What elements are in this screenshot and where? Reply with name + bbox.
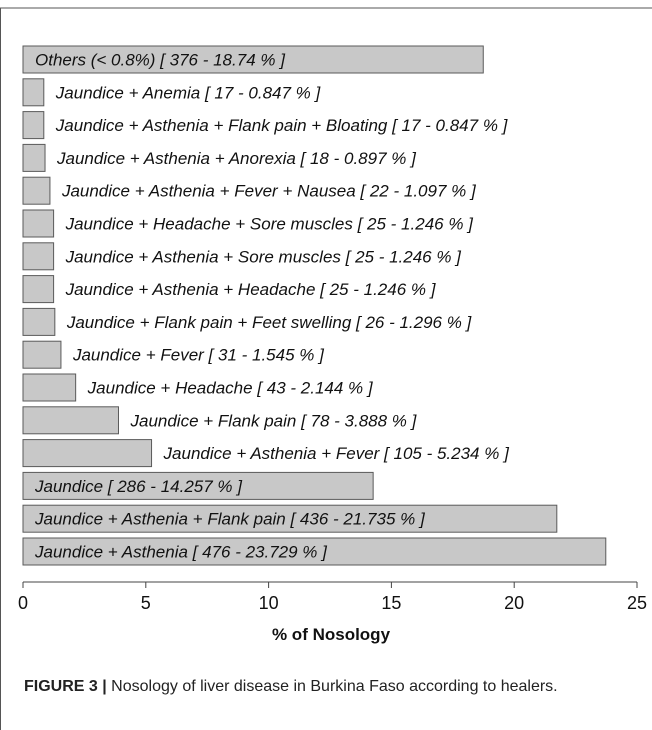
bar-label: Others (< 0.8%) [ 376 - 18.74 % ] <box>35 51 286 70</box>
bar-label: Jaundice + Asthenia + Sore muscles [ 25 … <box>65 247 463 266</box>
bar-label: Jaundice + Asthenia + Anorexia [ 18 - 0.… <box>56 149 417 168</box>
bar <box>22 45 484 74</box>
bar-label: Jaundice + Asthenia + Headache [ 25 - 1.… <box>65 280 437 299</box>
x-tick-label: 25 <box>627 593 647 613</box>
bar <box>22 471 374 500</box>
x-tick-label: 15 <box>381 593 401 613</box>
figure-caption: FIGURE 3 | Nosology of liver disease in … <box>24 675 624 699</box>
bar <box>22 406 119 435</box>
caption-label: FIGURE 3 | <box>24 678 107 695</box>
bar <box>22 340 62 369</box>
x-axis-label: % of Nosology <box>272 625 391 644</box>
bar-labels-group: Others (< 0.8%) [ 376 - 18.74 % ] Jaundic… <box>34 51 510 562</box>
bar-label: Jaundice + Flank pain + Feet swelling [ … <box>66 313 473 332</box>
bar <box>22 504 558 533</box>
bar <box>22 275 55 304</box>
bar <box>22 537 607 566</box>
bar <box>22 176 51 205</box>
bar <box>22 111 45 140</box>
bar-label: Jaundice + Asthenia [ 476 - 23.729 % ] <box>34 543 328 562</box>
bar-label: Jaundice + Asthenia + Flank pain + Bloat… <box>55 116 509 135</box>
nosology-bar-chart: Others (< 0.8%) [ 376 - 18.74 % ] Jaundic… <box>18 45 647 644</box>
x-tick-label: 0 <box>18 593 28 613</box>
bar <box>22 143 46 172</box>
bar-label: Jaundice + Anemia [ 17 - 0.847 % ] <box>55 83 322 102</box>
bar <box>22 78 45 107</box>
bar <box>22 373 77 402</box>
bar-label: Jaundice + Asthenia + Flank pain [ 436 -… <box>34 510 426 529</box>
bar-label: Jaundice + Headache [ 43 - 2.144 % ] <box>87 379 374 398</box>
x-tick-label: 10 <box>259 593 279 613</box>
bars-group <box>22 45 607 566</box>
caption-text: Nosology of liver disease in Burkina Fas… <box>106 678 558 695</box>
bar-label: Jaundice + Asthenia + Fever + Nausea [ 2… <box>61 182 477 201</box>
bar <box>22 307 56 336</box>
bar-label: Jaundice + Flank pain [ 78 - 3.888 % ] <box>129 411 417 430</box>
bar <box>22 439 153 468</box>
bar-label: Jaundice + Headache + Sore muscles [ 25 … <box>65 215 475 234</box>
x-tick-label: 20 <box>504 593 524 613</box>
x-tick-label: 5 <box>141 593 151 613</box>
x-ticks-group: 0 5 10 15 20 25 <box>18 582 647 613</box>
bar-label: Jaundice + Fever [ 31 - 1.545 % ] <box>72 346 325 365</box>
bar <box>22 209 55 238</box>
bar-label: Jaundice + Asthenia + Fever [ 105 - 5.23… <box>163 444 511 463</box>
bar-label: Jaundice [ 286 - 14.257 % ] <box>34 477 243 496</box>
bar <box>22 242 55 271</box>
